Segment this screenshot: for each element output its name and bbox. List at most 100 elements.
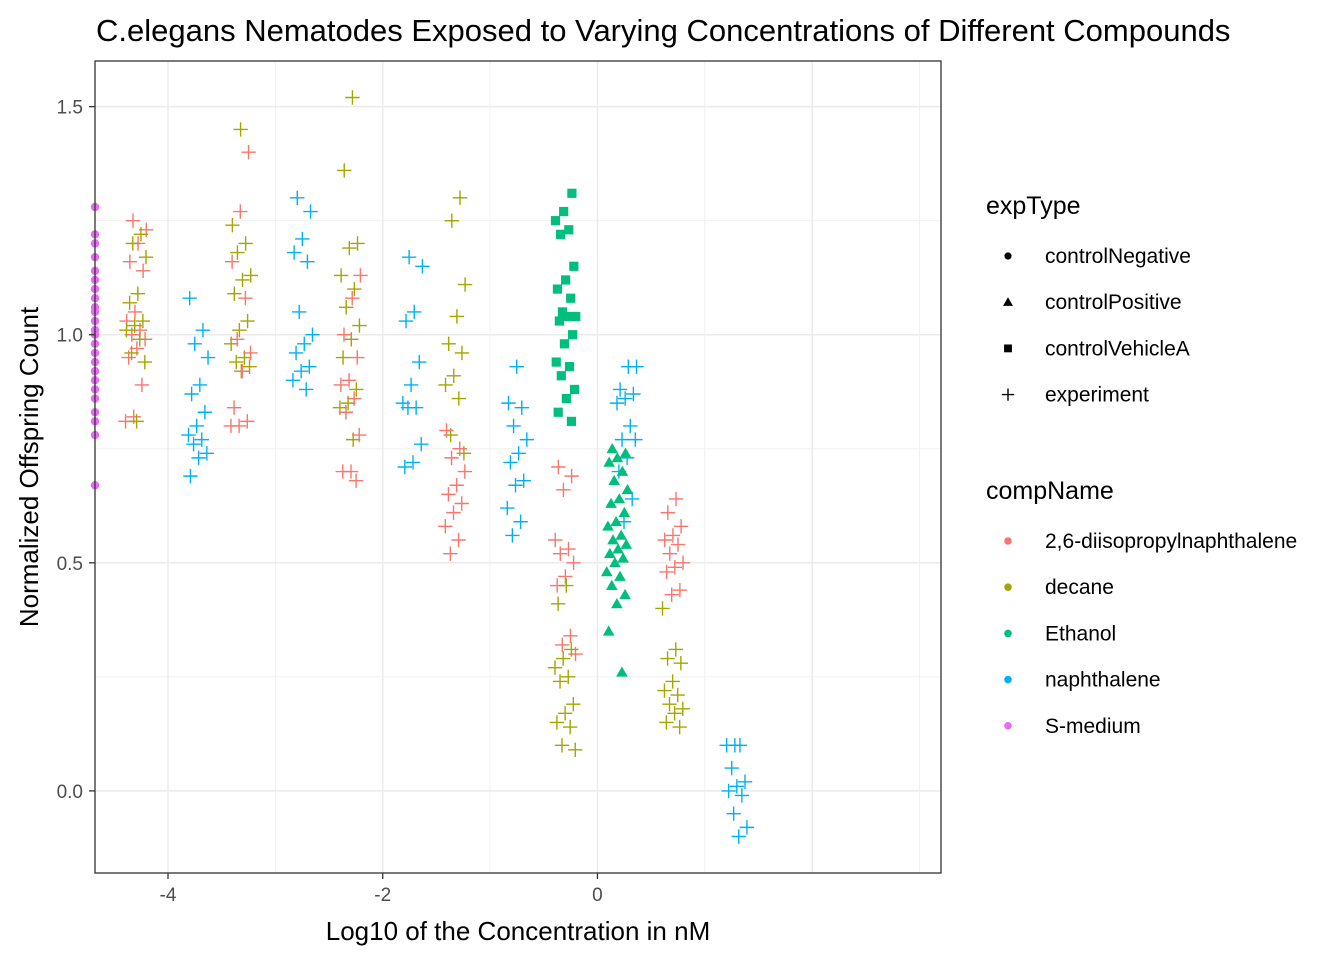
data-point [616,666,628,677]
data-point [414,436,429,452]
x-tick-label: -4 [160,885,177,906]
data-point [338,405,354,420]
data-point [563,628,578,643]
data-point [286,245,302,260]
data-point [335,350,351,365]
data-point [335,464,350,479]
data-point [342,240,357,256]
data-point [348,473,364,488]
data-point [350,350,365,365]
data-point [347,281,362,297]
data-point [612,543,624,554]
data-point [670,687,685,703]
data-point [673,519,689,534]
data-point [564,225,574,235]
legend-key-square [1004,344,1012,353]
data-point [449,478,464,493]
data-point [737,774,753,789]
data-point [605,497,617,508]
data-point [303,204,318,219]
data-point [606,579,618,590]
data-point [292,304,307,320]
data-point [189,418,204,434]
data-point [438,377,453,393]
data-point [513,514,528,529]
data-point [187,336,202,352]
data-point [548,532,563,548]
data-point [350,236,365,251]
data-point [302,359,317,374]
data-point [441,336,456,352]
legend-title: compName [986,477,1114,505]
data-point [559,339,570,349]
legend-title: expType [986,192,1081,220]
data-point [614,432,630,447]
data-point [550,596,566,612]
data-point [511,446,526,461]
data-point [183,468,198,484]
data-point [571,311,581,322]
data-point [337,163,352,178]
data-point [349,382,364,397]
data-point [549,715,565,730]
data-point [226,400,242,415]
data-point [351,427,367,443]
y-tick-label: 1.0 [57,326,83,347]
data-point [505,528,520,543]
data-point [566,416,577,426]
data-point [238,236,253,251]
data-point [628,432,643,447]
y-tick-label: 0.0 [57,782,83,803]
data-point [446,368,461,383]
data-point [556,482,571,498]
data-point [657,683,672,698]
data-point [615,529,628,540]
y-tick-label: 1.5 [57,98,83,119]
data-point [621,484,634,495]
data-point [557,307,568,317]
data-point [232,322,247,338]
grid-major [95,61,941,873]
data-point [506,418,521,434]
data-point [620,538,633,549]
data-point [618,506,631,517]
data-point [553,407,563,417]
data-point [344,291,360,306]
data-point [132,332,147,347]
legend-key-color [1004,675,1012,684]
data-point [305,327,320,342]
data-point [613,493,626,504]
data-point [562,311,573,322]
data-point [197,405,213,420]
data-point [626,386,641,402]
legend-key-circle [1004,252,1012,260]
data-point [229,332,245,347]
data-point [551,357,561,367]
data-point [240,313,255,329]
data-point [336,327,352,342]
data-point [611,598,623,609]
data-point [295,231,310,247]
legend-label: decane [1045,576,1114,599]
data-point [566,697,581,712]
data-point [225,218,240,233]
data-point [227,286,242,301]
data-point [566,293,576,303]
data-point [235,272,250,288]
data-point [667,706,682,721]
data-point [288,345,304,361]
data-point [564,468,579,484]
data-point [619,588,631,600]
data-point [344,332,359,347]
data-point [609,556,621,568]
data-point [623,418,638,434]
data-point [659,564,674,580]
data-point [567,188,577,198]
data-point [556,371,566,381]
data-point [555,229,566,239]
data-point [233,204,248,219]
data-point [133,227,149,242]
data-point [657,532,672,548]
data-point [397,459,413,475]
data-point [412,354,427,370]
